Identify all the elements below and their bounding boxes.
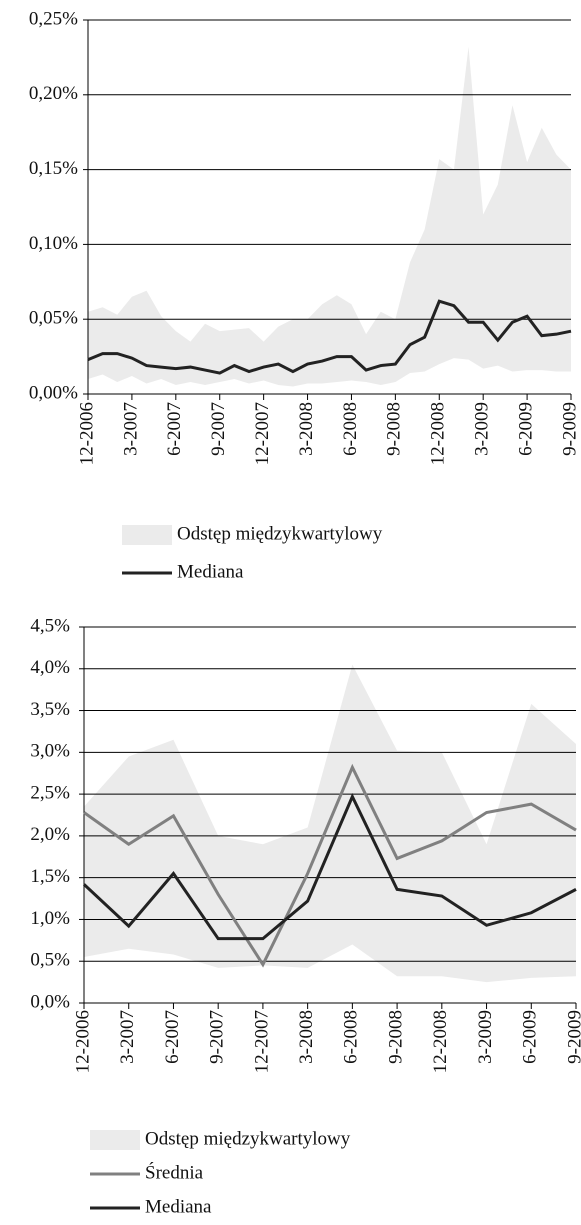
y-tick-label: 0,5% (30, 950, 70, 971)
x-tick-label: 9-2007 (207, 1010, 228, 1064)
y-tick-label: 0,00% (29, 382, 78, 403)
x-tick-label: 9-2008 (384, 402, 405, 456)
legend-label: Mediana (177, 561, 244, 582)
y-tick-label: 4,5% (30, 615, 70, 636)
x-tick-label: 9-2009 (559, 402, 580, 456)
x-tick-label: 12-2006 (76, 402, 97, 465)
x-tick-label: 9-2007 (208, 402, 229, 456)
x-tick-label: 3-2009 (475, 1010, 496, 1064)
legend-swatch (122, 525, 172, 545)
series-line (87, 299, 572, 375)
x-tick-label: 3-2008 (296, 402, 317, 456)
x-tick-label: 9-2008 (385, 1010, 406, 1064)
x-tick-label: 12-2008 (428, 402, 449, 465)
y-tick-label: 0,20% (29, 83, 78, 104)
x-tick-label: 6-2009 (520, 1010, 541, 1064)
y-tick-label: 0,0% (30, 991, 70, 1012)
y-tick-label: 0,10% (29, 233, 78, 254)
x-tick-label: 12-2007 (251, 1010, 272, 1073)
x-tick-label: 3-2007 (120, 402, 141, 456)
y-tick-label: 2,0% (30, 824, 70, 845)
x-tick-label: 12-2007 (252, 402, 273, 465)
legend-label: Średnia (145, 1161, 204, 1183)
y-tick-label: 3,0% (30, 741, 70, 762)
y-tick-label: 1,5% (30, 866, 70, 887)
y-tick-label: 1,0% (30, 908, 70, 929)
x-tick-label: 12-2006 (72, 1010, 93, 1073)
legend-label: Mediana (145, 1196, 212, 1217)
x-tick-label: 12-2008 (430, 1010, 451, 1073)
x-tick-label: 6-2007 (162, 1010, 183, 1064)
y-tick-label: 2,5% (30, 782, 70, 803)
x-tick-label: 3-2008 (296, 1010, 317, 1064)
x-tick-label: 6-2008 (340, 402, 361, 456)
x-tick-label: 6-2008 (341, 1010, 362, 1064)
y-tick-label: 0,15% (29, 158, 78, 179)
x-tick-label: 9-2009 (564, 1010, 581, 1064)
x-tick-label: 6-2007 (164, 402, 185, 456)
series-line (83, 763, 577, 968)
x-tick-label: 3-2007 (117, 1010, 138, 1064)
y-tick-label: 0,05% (29, 308, 78, 329)
legend-swatch (90, 1130, 140, 1150)
x-tick-label: 3-2009 (472, 402, 493, 456)
y-tick-label: 3,5% (30, 699, 70, 720)
legend-label: Odstęp międzykwartylowy (145, 1128, 351, 1149)
legend-label: Odstęp międzykwartylowy (177, 523, 383, 544)
series-line (82, 792, 577, 941)
x-tick-label: 6-2009 (515, 402, 536, 456)
y-tick-label: 4,0% (30, 657, 70, 678)
iqr-band (88, 46, 571, 387)
y-tick-label: 0,25% (29, 8, 78, 29)
